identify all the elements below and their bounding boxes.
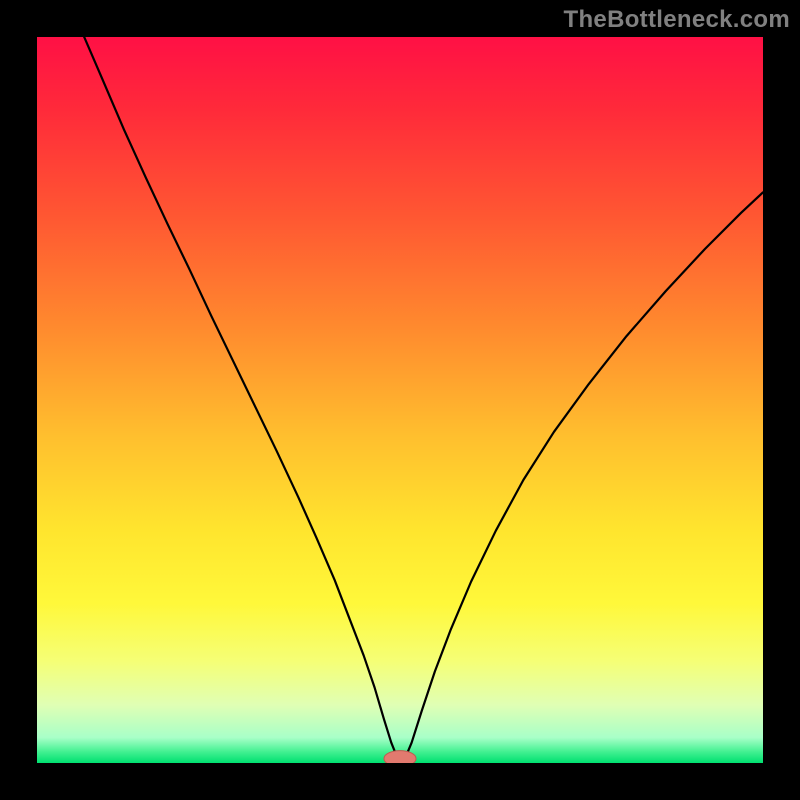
watermark-text: TheBottleneck.com xyxy=(564,6,790,34)
plot-mount xyxy=(37,37,763,763)
chart-container: TheBottleneck.com xyxy=(0,0,800,800)
bottleneck-chart xyxy=(37,37,763,763)
gradient-background xyxy=(37,37,763,763)
optimum-marker xyxy=(384,751,416,763)
